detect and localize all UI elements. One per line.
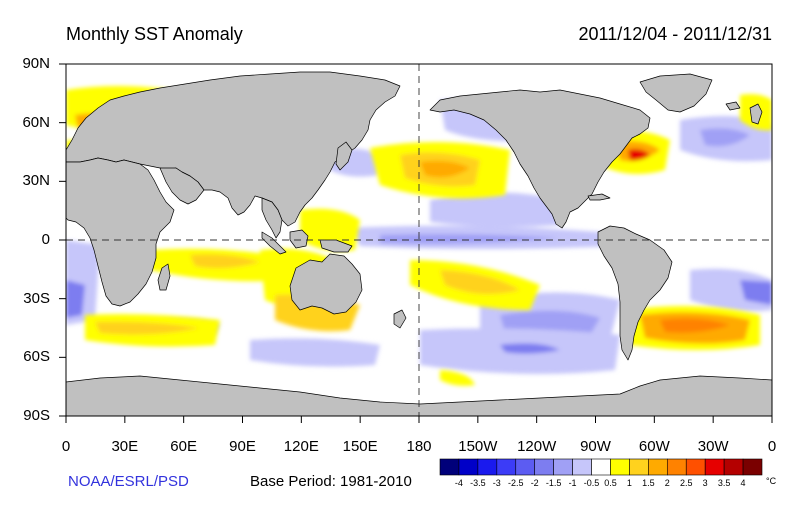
colorbar-cell bbox=[439, 458, 460, 476]
colorbar-tick-label: -2 bbox=[530, 478, 539, 488]
lat-tick-label: 60S bbox=[23, 348, 50, 366]
colorbar-cell bbox=[742, 458, 763, 476]
colorbar-tick-label: -1.5 bbox=[545, 478, 562, 488]
landmass-south-america bbox=[597, 225, 673, 361]
credit-label: NOAA/ESRL/PSD bbox=[68, 473, 189, 490]
land-layer bbox=[66, 71, 772, 416]
cool-patch-benguela bbox=[66, 280, 85, 318]
cool-patch-indian-south bbox=[250, 338, 380, 367]
colorbar-tick-label: 4 bbox=[740, 478, 746, 488]
landmass-madagascar bbox=[157, 263, 171, 291]
warm-patch-north-pacific-core bbox=[420, 160, 470, 178]
warm-patch-gulf-stream-core bbox=[628, 149, 650, 161]
lon-tick-label: 120W bbox=[517, 438, 557, 455]
colorbar-tick-label: -4 bbox=[454, 478, 463, 488]
lon-tick-label: 150E bbox=[342, 438, 378, 455]
landmass-sumatra bbox=[261, 231, 287, 255]
lat-tick-label: 90N bbox=[22, 55, 50, 72]
landmass-japan bbox=[335, 141, 353, 171]
base-period-label: Base Period: 1981-2010 bbox=[250, 473, 412, 490]
colorbar-tick-label: 1 bbox=[626, 478, 632, 488]
lon-tick-label: 150W bbox=[458, 438, 498, 455]
colorbar-cell bbox=[704, 458, 725, 476]
colorbar-tick-label: 0.5 bbox=[604, 478, 617, 488]
landmass-eurasia bbox=[66, 71, 401, 227]
lon-tick-label: 180 bbox=[406, 438, 432, 455]
lat-tick-label: 0 bbox=[41, 231, 50, 248]
landmass-indochina bbox=[261, 197, 283, 239]
lon-tick-label: 30E bbox=[111, 438, 139, 455]
colorbar-cell bbox=[685, 458, 706, 476]
colorbar-tick-label: 3.5 bbox=[717, 478, 731, 488]
colorbar-cell bbox=[629, 458, 649, 476]
colorbar-cell bbox=[553, 458, 573, 476]
map-title: Monthly SST Anomaly bbox=[66, 24, 243, 44]
colorbar-cell bbox=[515, 458, 536, 476]
landmass-north-america bbox=[429, 89, 651, 229]
colorbar-cell bbox=[496, 458, 517, 476]
lon-tick-label: 0 bbox=[767, 438, 777, 455]
cool-patch-east-pacific-north bbox=[430, 192, 560, 227]
colorbar-tick-label: 1.5 bbox=[642, 478, 655, 488]
lon-tick-label: 30W bbox=[697, 438, 729, 455]
colorbar-unit: °C bbox=[766, 476, 777, 486]
colorbar bbox=[439, 458, 763, 476]
landmass-british-isles bbox=[749, 103, 763, 125]
lon-tick-label: 90W bbox=[580, 438, 611, 455]
colorbar-tick-label: -3.5 bbox=[470, 478, 486, 488]
warm-patch-south-pacific-core bbox=[440, 270, 520, 294]
landmass-greenland bbox=[639, 73, 713, 113]
colorbar-cell bbox=[666, 458, 687, 476]
colorbar-cell bbox=[534, 458, 554, 476]
colorbar-cell bbox=[610, 458, 630, 476]
colorbar-cell bbox=[572, 458, 592, 476]
colorbar-cell bbox=[723, 458, 744, 476]
warm-patch-indian-core bbox=[190, 254, 260, 269]
landmass-borneo bbox=[289, 229, 309, 249]
colorbar-tick-label: -0.5 bbox=[583, 478, 600, 488]
colorbar-tick-label: 3 bbox=[702, 478, 708, 488]
warm-patch-southern-ocean bbox=[440, 370, 475, 386]
cool-patch-north-atlantic-core bbox=[700, 128, 750, 147]
longitude-ticks bbox=[65, 416, 773, 423]
colorbar-tick-label: -2.5 bbox=[507, 478, 524, 488]
lat-tick-label: 90S bbox=[23, 407, 50, 424]
colorbar-tick-label: 2.5 bbox=[679, 478, 693, 488]
landmass-iceland bbox=[725, 101, 741, 111]
latitude-ticks bbox=[59, 63, 66, 417]
lon-tick-label: 90E bbox=[229, 438, 256, 455]
warm-patch-maritime-continent bbox=[300, 208, 360, 252]
landmass-africa bbox=[66, 157, 175, 307]
colorbar-cell bbox=[477, 458, 498, 476]
colorbar-tick-label: -1 bbox=[568, 478, 577, 488]
colorbar-cell bbox=[458, 458, 479, 476]
landmass-antarctica bbox=[66, 375, 772, 416]
colorbar-tick-label: -3 bbox=[492, 478, 501, 488]
lon-tick-label: 60W bbox=[638, 438, 670, 455]
colorbar-cell bbox=[591, 458, 611, 476]
cool-patch-equatorial-core bbox=[380, 234, 560, 244]
lon-tick-label: 60E bbox=[170, 438, 197, 455]
landmass-australia bbox=[289, 253, 363, 315]
landmass-arabia bbox=[159, 167, 205, 205]
colorbar-cell bbox=[648, 458, 668, 476]
lat-tick-label: 30S bbox=[23, 289, 50, 307]
colorbar-tick-label: 2 bbox=[664, 478, 670, 488]
lon-tick-label: 0 bbox=[61, 438, 71, 455]
lon-tick-label: 120E bbox=[283, 438, 319, 455]
warm-patch-south-indian-core bbox=[95, 321, 200, 335]
landmass-cuba bbox=[587, 193, 611, 201]
warm-patch-south-atlantic-core bbox=[660, 318, 730, 333]
landmass-new-zealand bbox=[393, 309, 407, 329]
lat-tick-label: 30N bbox=[22, 172, 50, 190]
cool-patch-south-atlantic-core bbox=[740, 280, 772, 305]
lat-tick-label: 60N bbox=[22, 113, 50, 131]
cool-patch-southern-core bbox=[500, 343, 560, 354]
date-range: 2011/12/04 - 2011/12/31 bbox=[578, 24, 773, 44]
